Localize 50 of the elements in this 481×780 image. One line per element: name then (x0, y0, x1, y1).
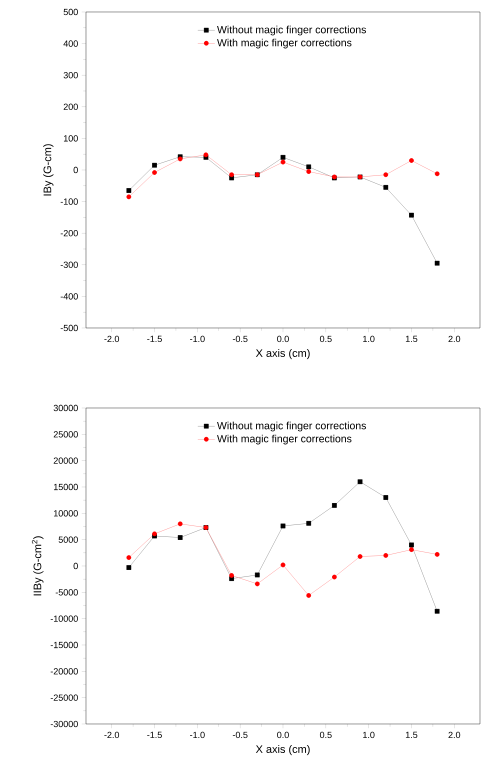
x-tick-label: -1.0 (190, 336, 205, 342)
y-tick-label: 5000 (58, 536, 78, 543)
x-tick-label: 1.0 (363, 336, 375, 342)
y-tick-label: -100 (60, 198, 78, 205)
legend-label: Without magic finger corrections (217, 422, 366, 432)
x-tick-label: 2.0 (448, 732, 460, 738)
x-tick-label: 1.5 (406, 336, 418, 342)
x-tick-label: -0.5 (232, 336, 248, 342)
y-tick-label: -5000 (56, 589, 78, 596)
x-tick-label: 0.0 (277, 732, 289, 738)
y-tick-label: 20000 (54, 457, 78, 464)
x-tick-label: 2.0 (448, 336, 460, 342)
x-tick-label: -0.5 (232, 732, 248, 738)
y-tick-label: -200 (60, 230, 78, 236)
x-tick-label: -2.0 (104, 336, 120, 342)
y-axis-title: IBy (G-cm) (43, 144, 54, 196)
x-tick-label: 0.0 (277, 336, 289, 342)
legend-label: Without magic finger corrections (217, 26, 366, 36)
y-tick-label: 30000 (54, 404, 78, 412)
y-tick-label: 25000 (54, 431, 78, 438)
y-tick-label: -30000 (50, 720, 78, 728)
x-tick-label: 1.0 (363, 732, 375, 738)
y-tick-label: -25000 (50, 694, 78, 701)
y-tick-label: -10000 (50, 615, 78, 622)
y-axis-title: IIBy (G-cm$^{2}$) (32, 536, 44, 596)
y-tick-label: 15000 (54, 484, 78, 490)
legend-label: With magic finger corrections (217, 38, 352, 48)
y-tick-label: 300 (64, 72, 78, 78)
y-tick-label: -400 (60, 293, 78, 300)
y-tick-label: -20000 (50, 668, 78, 675)
y-tick-label: 0 (74, 562, 78, 570)
x-axis-title: X axis (cm) (256, 348, 310, 360)
y-tick-label: 500 (64, 8, 78, 16)
x-tick-label: -1.0 (190, 732, 205, 738)
x-tick-label: -1.5 (147, 336, 162, 342)
y-tick-label: 200 (64, 104, 78, 110)
x-tick-label: -2.0 (104, 732, 120, 738)
y-tick-label: 100 (64, 135, 78, 142)
y-tick-label: 400 (63, 40, 78, 47)
y-tick-label: 10000 (54, 510, 78, 517)
x-tick-label: 0.5 (320, 732, 332, 738)
y-tick-label: -15000 (50, 642, 78, 648)
x-tick-label: 1.5 (406, 732, 418, 738)
x-tick-label: 0.5 (320, 336, 332, 342)
x-axis-title: X axis (cm) (256, 744, 310, 756)
x-tick-label: -1.5 (147, 732, 162, 738)
legend-label: With magic finger corrections (217, 434, 352, 444)
y-tick-label: -300 (60, 262, 78, 268)
y-tick-label: -500 (60, 324, 78, 332)
y-tick-label: 0 (74, 166, 78, 174)
